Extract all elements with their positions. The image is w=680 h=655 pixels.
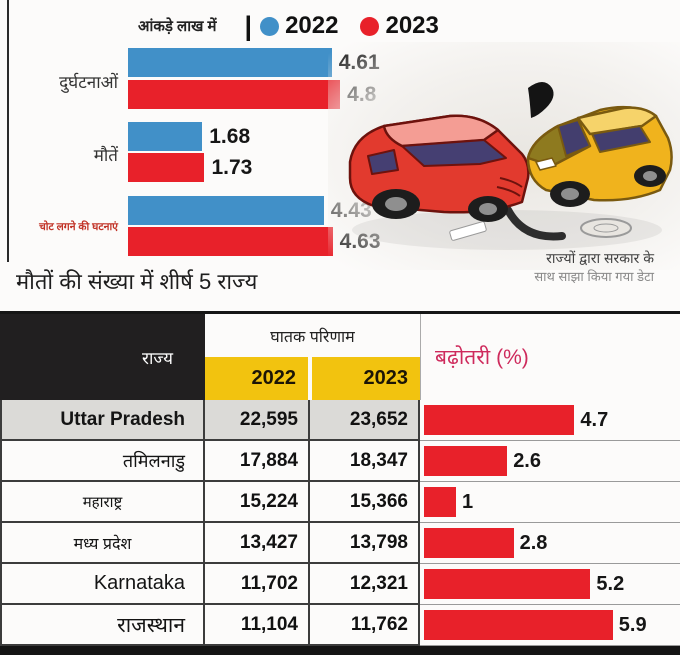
- growth-bar: [424, 569, 591, 599]
- table-row: तमिलनाडु 17,884 18,347 2.6: [0, 441, 680, 482]
- growth-bar-cell: 2.8: [420, 523, 680, 564]
- car-crash-illustration: [348, 82, 673, 250]
- bar-deaths-2022: 1.68: [128, 122, 250, 151]
- deaths-2022: 17,884: [205, 441, 310, 482]
- bar-2022: [128, 122, 203, 151]
- deaths-2023: 18,347: [310, 441, 420, 482]
- header-2023: 2023: [312, 357, 420, 400]
- bar-value: 1.73: [211, 155, 253, 179]
- table-top-rule: [0, 311, 680, 314]
- growth-value: 5.9: [618, 613, 647, 636]
- deaths-2022: 11,702: [205, 564, 310, 605]
- deaths-2023: 13,798: [310, 523, 420, 564]
- legend-dot-2022-icon: [260, 16, 280, 36]
- growth-bar: [424, 487, 456, 517]
- table-row: महाराष्ट्र 15,224 15,366 1: [0, 482, 680, 523]
- growth-bar: [424, 610, 613, 640]
- legend-separator: |: [244, 10, 253, 41]
- legend-label-2023: 2023: [385, 12, 439, 39]
- bar-2023: [128, 80, 341, 109]
- bar-group-label-injuries: चोट लगने की घटनाएं: [39, 221, 118, 233]
- header-growth-percent: बढ़ोतरी (%): [420, 314, 680, 400]
- illustration-caption: राज्यों द्वारा सरकार के साथ साझा किया गय…: [428, 249, 654, 285]
- bar-2023: [128, 227, 333, 256]
- growth-bar-cell: 4.7: [420, 400, 680, 441]
- growth-value: 2.6: [513, 449, 541, 472]
- bar-value: 1.68: [209, 124, 251, 148]
- bar-2022: [128, 48, 332, 77]
- growth-bar-cell: 2.6: [420, 441, 680, 482]
- legend-note: आंकड़े लाख में: [138, 18, 217, 35]
- table-row: राजस्थान 11,104 11,762 5.9: [0, 605, 680, 646]
- deaths-2022: 11,104: [205, 605, 310, 646]
- growth-value: 2.8: [519, 531, 548, 554]
- header-2022: 2022: [205, 357, 308, 400]
- deaths-2022: 22,595: [205, 400, 310, 441]
- growth-bar-cell: 5.9: [420, 605, 680, 646]
- table-row: Uttar Pradesh 22,595 23,652 4.7: [0, 400, 680, 441]
- state-name: Karnataka: [0, 564, 205, 605]
- deaths-2022: 13,427: [205, 523, 310, 564]
- legend-label-2022: 2022: [285, 12, 339, 39]
- legend-dot-2023-icon: [360, 16, 380, 36]
- state-name: राजस्थान: [0, 605, 205, 646]
- growth-bar-cell: 1: [420, 482, 680, 523]
- growth-bar-cell: 5.2: [420, 564, 680, 605]
- header-state: राज्य: [0, 314, 205, 400]
- chart-left-rule: [7, 0, 9, 262]
- bar-2022: [128, 196, 324, 225]
- table-bottom-rule: [0, 646, 680, 655]
- growth-value: 4.7: [580, 408, 609, 431]
- state-name: तमिलनाडु: [0, 441, 205, 482]
- legend: आंकड़े लाख में | 2022 2023: [138, 8, 461, 44]
- caption-line-2: साथ साझा किया गया डेटा: [534, 268, 654, 284]
- bar-deaths-2023: 1.73: [128, 153, 252, 182]
- growth-value: 1: [462, 490, 474, 513]
- bar-2023: [128, 153, 205, 182]
- deaths-2023: 12,321: [310, 564, 420, 605]
- top-states-table: राज्य घातक परिणाम 2022 2023 बढ़ोतरी (%) …: [0, 311, 680, 655]
- section-title: मौतों की संख्या में शीर्ष 5 राज्य: [16, 269, 258, 294]
- bar-group-label-deaths: मौतें: [93, 146, 118, 165]
- table-row: Karnataka 11,702 12,321 5.2: [0, 564, 680, 605]
- header-fatal-outcomes: घातक परिणाम: [270, 328, 355, 346]
- deaths-2023: 15,366: [310, 482, 420, 523]
- growth-value: 5.2: [596, 572, 625, 595]
- state-name: मध्य प्रदेश: [0, 523, 205, 564]
- growth-bar: [424, 446, 508, 476]
- deaths-2023: 11,762: [310, 605, 420, 646]
- bar-group-label-accidents: दुर्घटनाओं: [59, 73, 118, 92]
- caption-line-1: राज्यों द्वारा सरकार के: [546, 250, 654, 266]
- deaths-2022: 15,224: [205, 482, 310, 523]
- state-name: Uttar Pradesh: [0, 400, 205, 441]
- growth-bar: [424, 528, 514, 558]
- table-row: मध्य प्रदेश 13,427 13,798 2.8: [0, 523, 680, 564]
- deaths-2023: 23,652: [310, 400, 420, 441]
- growth-bar: [424, 405, 575, 435]
- state-name: महाराष्ट्र: [0, 482, 205, 523]
